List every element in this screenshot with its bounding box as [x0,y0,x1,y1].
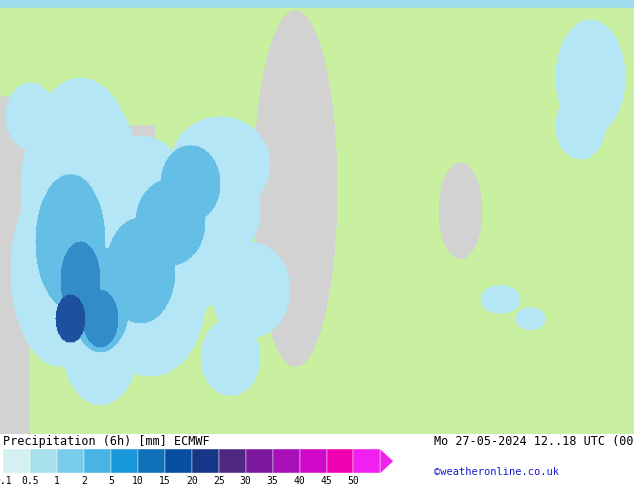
Text: 45: 45 [321,476,332,487]
Text: 50: 50 [347,476,359,487]
Text: ©weatheronline.co.uk: ©weatheronline.co.uk [434,467,559,477]
Text: 30: 30 [240,476,252,487]
Text: 2: 2 [81,476,87,487]
Bar [30,449,57,473]
Bar [57,449,84,473]
Bar [191,449,219,473]
Bar [273,449,299,473]
Polygon shape [380,449,393,473]
Text: 5: 5 [108,476,114,487]
Text: 0.1: 0.1 [0,476,12,487]
Text: Precipitation (6h) [mm] ECMWF: Precipitation (6h) [mm] ECMWF [3,435,210,448]
Text: 25: 25 [213,476,224,487]
Text: 15: 15 [159,476,171,487]
Bar [245,449,273,473]
Bar [138,449,165,473]
Text: 40: 40 [294,476,306,487]
Bar [165,449,191,473]
Text: 0.5: 0.5 [22,476,39,487]
Bar [84,449,111,473]
Bar [327,449,354,473]
Text: Mo 27-05-2024 12..18 UTC (00+42): Mo 27-05-2024 12..18 UTC (00+42) [434,435,634,448]
Bar [219,449,245,473]
Text: 10: 10 [132,476,144,487]
Text: 35: 35 [267,476,278,487]
Bar [354,449,380,473]
Bar [299,449,327,473]
Bar [3,449,30,473]
Text: 1: 1 [54,476,60,487]
Bar [111,449,138,473]
Text: 20: 20 [186,476,198,487]
